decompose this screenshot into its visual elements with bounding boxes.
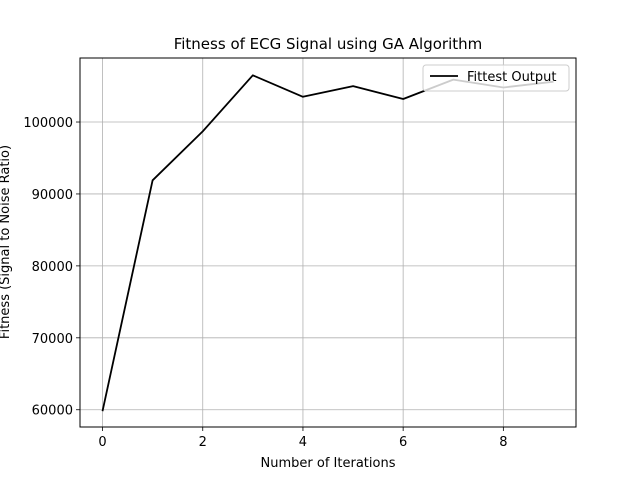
legend: Fittest Output — [422, 64, 570, 92]
x-tick-label: 6 — [399, 435, 407, 450]
legend-label: Fittest Output — [467, 70, 557, 85]
grid-lines — [80, 58, 576, 427]
x-tick-label: 2 — [199, 435, 207, 450]
plot-frame — [79, 57, 577, 428]
x-tick-label: 4 — [299, 435, 307, 450]
x-axis-ticks: 0 2 4 6 8 — [98, 427, 507, 450]
y-tick-label: 80000 — [32, 260, 73, 275]
y-tick-label: 70000 — [32, 332, 73, 347]
chart-title: Fitness of ECG Signal using GA Algorithm — [174, 35, 483, 53]
y-tick-label: 100000 — [23, 116, 73, 131]
y-axis-label: Fitness (Signal to Noise Ratio) — [0, 145, 13, 339]
legend-box — [422, 64, 570, 92]
y-tick-label: 60000 — [32, 404, 73, 419]
x-axis-label: Number of Iterations — [261, 456, 396, 471]
x-tick-label: 0 — [98, 435, 106, 450]
y-axis-ticks: 60000 70000 80000 90000 100000 — [23, 116, 80, 419]
y-tick-label: 90000 — [32, 188, 73, 203]
x-tick-label: 8 — [499, 435, 507, 450]
